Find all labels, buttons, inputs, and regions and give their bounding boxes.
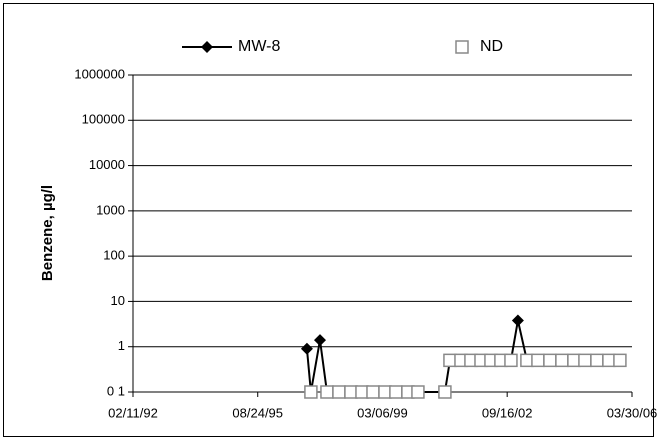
y-tick-label: 10000 [89, 157, 125, 172]
y-tick-label: 0 1 [107, 383, 125, 398]
square-marker [520, 353, 534, 368]
square-marker [543, 353, 557, 368]
square-marker [443, 353, 457, 368]
y-tick-label: 10 [111, 293, 125, 308]
y-tick-label: 1 [118, 338, 125, 353]
y-tick-label: 1000000 [74, 66, 125, 81]
legend-label: ND [480, 38, 503, 55]
square-marker [590, 353, 604, 368]
square-marker [504, 353, 518, 368]
square-marker [602, 353, 616, 368]
x-tick-label: 08/24/95 [232, 405, 283, 420]
legend-label: MW-8 [238, 38, 280, 55]
square-marker [366, 385, 380, 399]
square-marker [578, 353, 592, 368]
diamond-marker [511, 314, 524, 327]
square-marker [304, 385, 318, 399]
x-tick-label: 03/06/99 [357, 405, 408, 420]
y-tick-label: 1000 [96, 202, 125, 217]
diamond-marker [201, 41, 213, 53]
square-marker [613, 353, 627, 368]
square-marker [320, 385, 334, 399]
square-marker [344, 385, 358, 399]
y-tick-label: 100 [103, 248, 125, 263]
square-marker [355, 385, 369, 399]
square-marker [567, 353, 581, 368]
square-marker [389, 385, 403, 399]
square-marker [531, 353, 545, 368]
diamond-marker [300, 342, 313, 355]
square-marker [438, 385, 452, 399]
square-marker [455, 40, 469, 54]
square-marker [332, 385, 346, 399]
square-marker [411, 385, 425, 399]
diamond-marker [313, 334, 326, 347]
x-tick-label: 02/11/92 [108, 405, 158, 420]
y-axis-title: Benzene, µg/l [39, 185, 56, 281]
y-tick-label: 100000 [82, 112, 125, 127]
square-marker [555, 353, 569, 368]
x-tick-label: 09/16/02 [482, 405, 533, 420]
x-tick-label: 03/30/06 [607, 405, 657, 420]
